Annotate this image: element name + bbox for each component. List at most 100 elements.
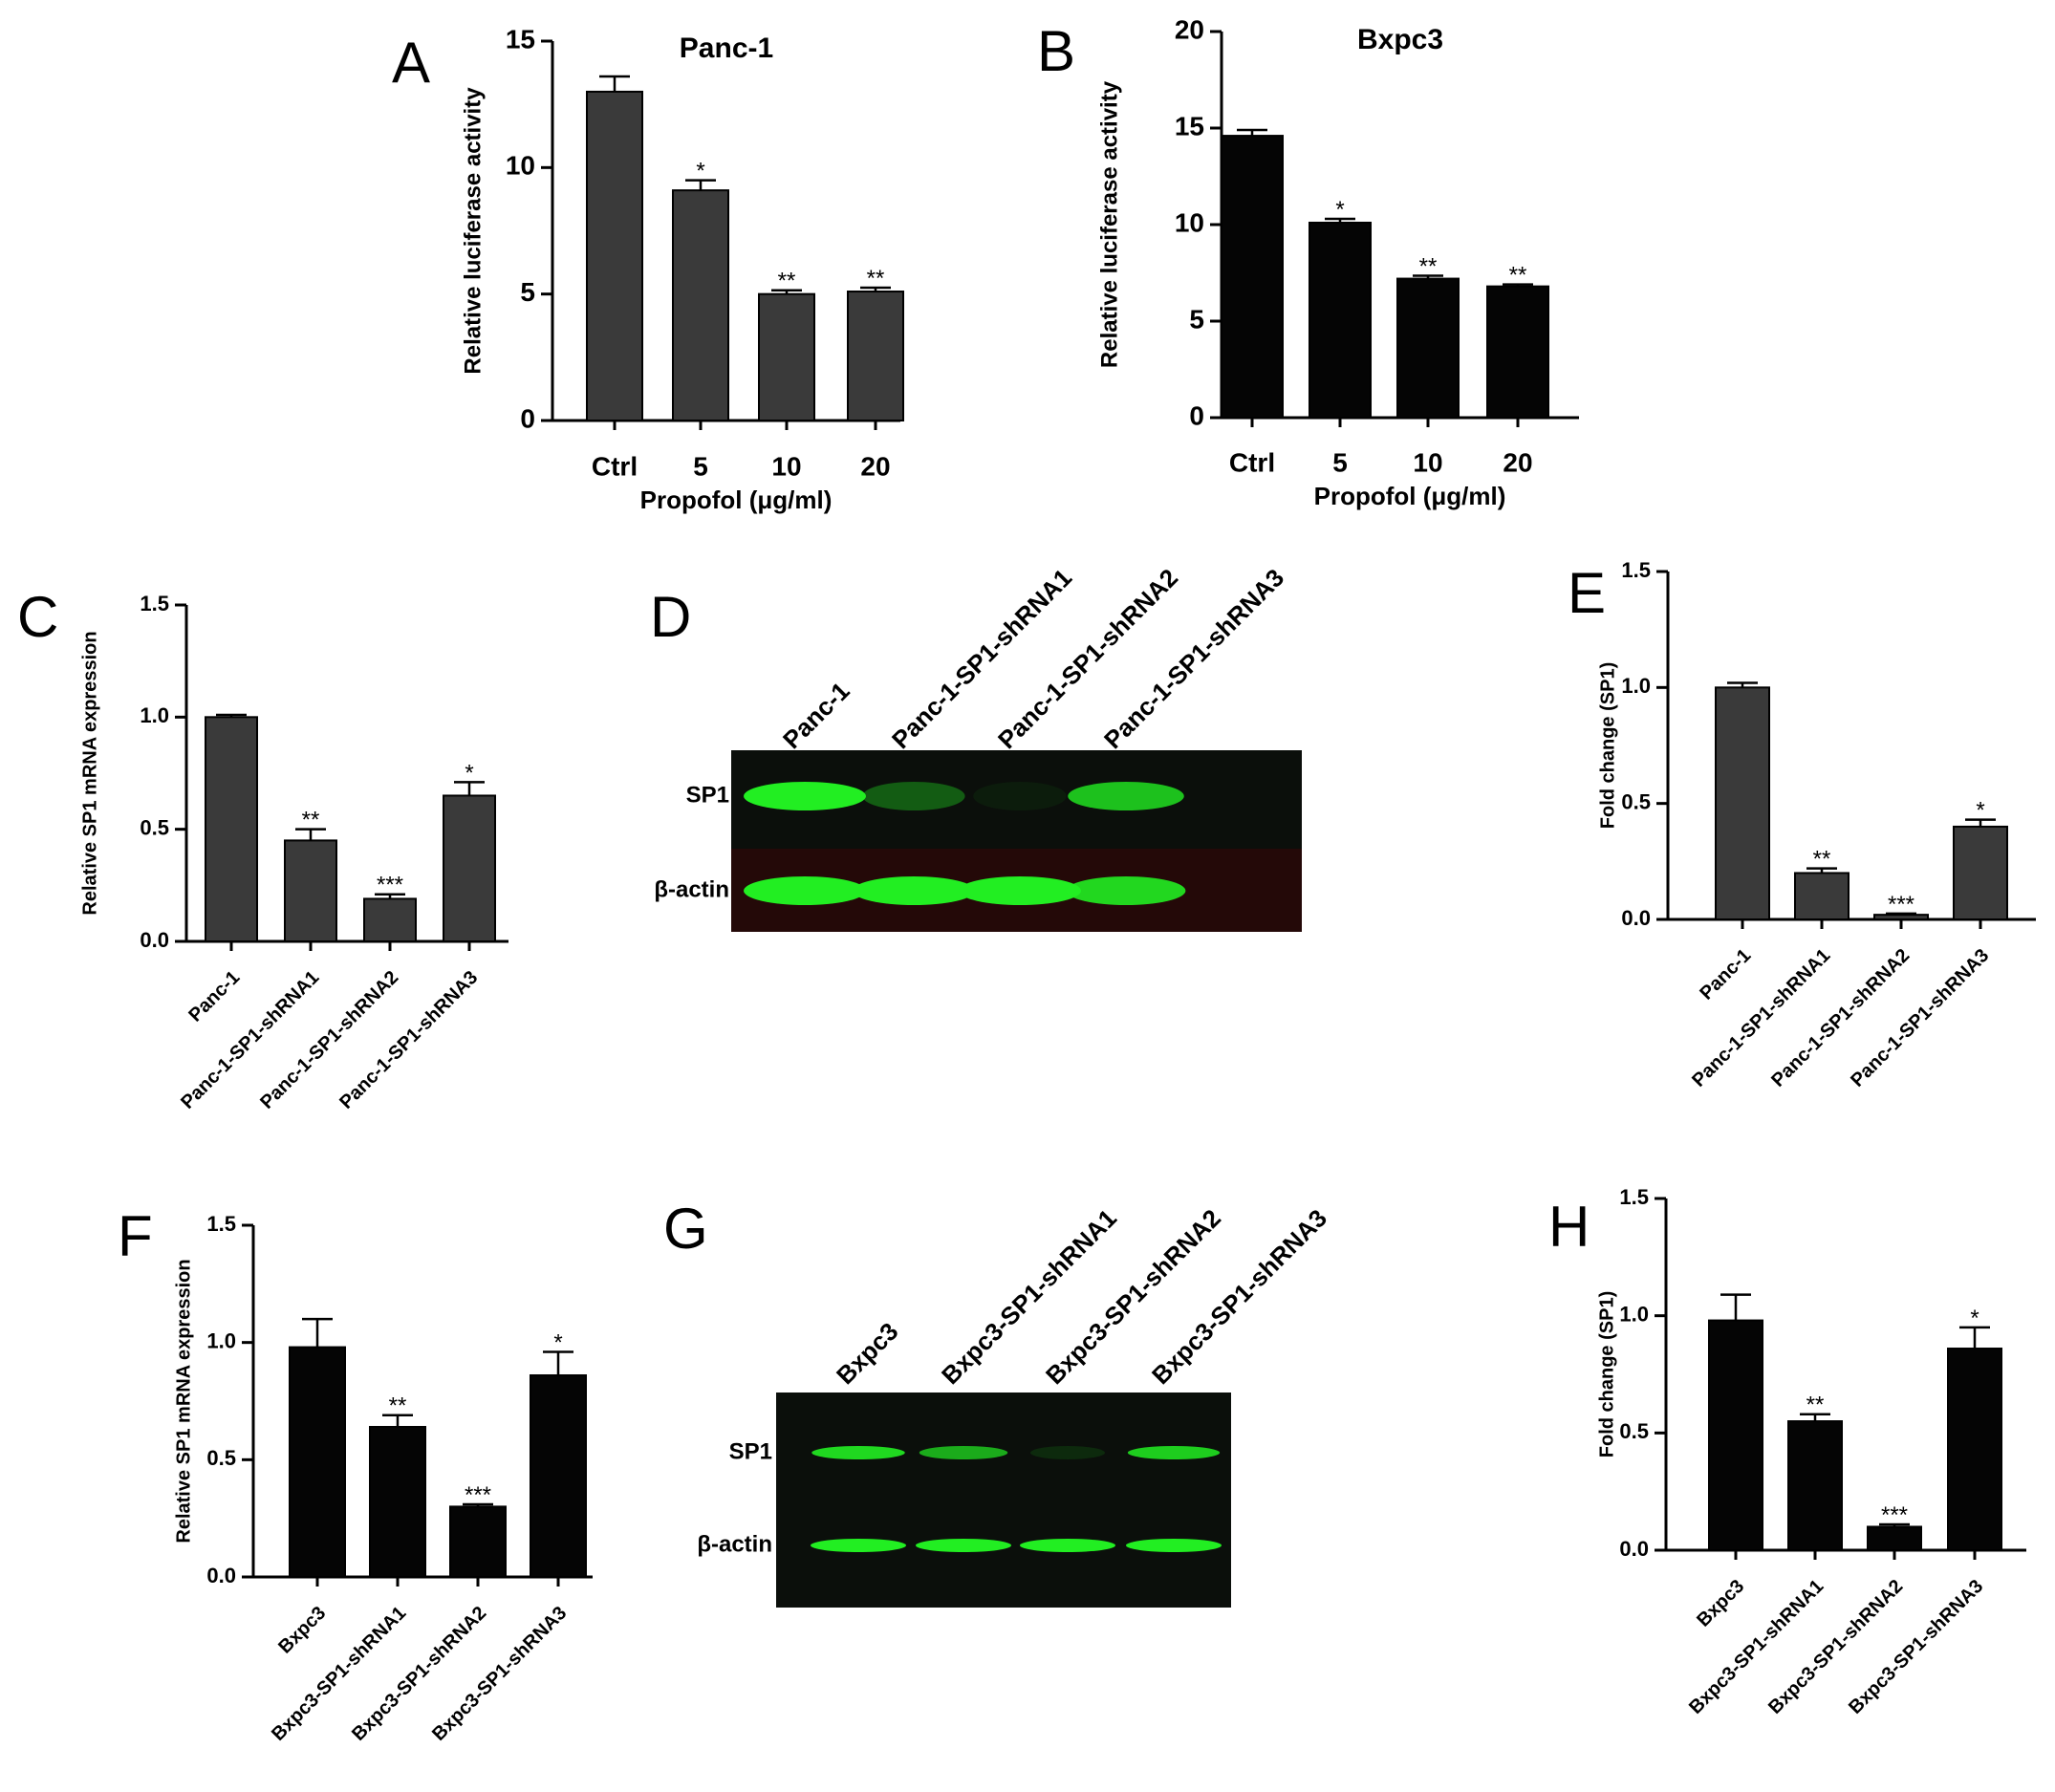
y-tick-label: 1.0 <box>1621 674 1651 698</box>
blot-band <box>853 876 975 905</box>
bar <box>363 897 417 942</box>
blot-band <box>919 1446 1008 1459</box>
x-axis-label: Propofol (μg/ml) <box>640 486 833 514</box>
lane-label: Panc-1 <box>777 677 855 755</box>
x-tick-label: Panc-1-SP1-shRNA2 <box>1767 945 1914 1091</box>
chart-panel-e: E 0.0 0.5 1.0 1.5 Fold change (SP1) Panc-1 ** Pa… <box>1568 558 2036 1091</box>
y-tick-label: 0 <box>1189 400 1204 430</box>
bar <box>1947 1348 2002 1551</box>
panel-letter: F <box>118 1204 153 1268</box>
lane-label: Bxpc3-SP1-shRNA3 <box>1146 1203 1332 1390</box>
y-tick-label: 0.5 <box>206 1446 236 1470</box>
chart-panel-h: H 0.0 0.5 1.0 1.5 Fold change (SP1) Bxpc3 ** Bxp… <box>1548 1185 2026 1718</box>
y-tick-label: 5 <box>520 277 535 307</box>
bar <box>1708 1319 1763 1552</box>
blot-band <box>811 1539 906 1552</box>
blot-band <box>744 876 866 905</box>
x-tick-label: Ctrl <box>592 451 638 481</box>
x-tick-label: Panc-1 <box>1696 945 1755 1004</box>
bar <box>758 292 815 421</box>
bar <box>284 839 337 943</box>
bar <box>449 1505 507 1579</box>
panel-letter: E <box>1568 561 1606 625</box>
y-tick-label: 0.5 <box>1619 1419 1649 1443</box>
x-axis-label: Propofol (μg/ml) <box>1314 482 1506 510</box>
y-axis-label: Relative SP1 mRNA expression <box>79 631 100 915</box>
x-tick-label: Bxpc3-SP1-shRNA2 <box>348 1603 490 1745</box>
x-tick-label: Ctrl <box>1229 447 1275 477</box>
y-tick-label: 0.5 <box>1621 789 1651 813</box>
x-tick-label: Bxpc3-SP1-shRNA3 <box>428 1603 571 1745</box>
row-label: SP1 <box>686 782 729 808</box>
bar <box>1396 277 1460 419</box>
significance-label: *** <box>377 873 403 898</box>
blot-background <box>776 1393 1231 1608</box>
y-axis-label: Relative SP1 mRNA expression <box>173 1259 194 1543</box>
blot-band <box>1126 1539 1222 1552</box>
y-axis-label: Fold change (SP1) <box>1597 662 1618 829</box>
bar <box>443 794 496 943</box>
x-tick-label: Panc-1-SP1-shRNA1 <box>177 967 323 1113</box>
bar <box>586 90 643 422</box>
blot-band <box>1127 1446 1221 1459</box>
bar <box>672 189 729 421</box>
x-tick-label: Panc-1-SP1-shRNA3 <box>335 967 482 1113</box>
y-tick-label: 1.0 <box>206 1328 236 1352</box>
blot-panel-g: G Bxpc3 Bxpc3-SP1-shRNA1Bxpc3-SP1-shRNA2Bx… <box>663 1197 1332 1608</box>
x-tick-label: 20 <box>860 451 890 481</box>
y-tick-label: 20 <box>1175 14 1204 44</box>
lane-label: Panc-1-SP1-shRNA1 <box>886 563 1077 754</box>
chart-title: Bxpc3 <box>1357 24 1443 55</box>
panel-letter: A <box>392 31 430 95</box>
bar <box>289 1346 346 1579</box>
y-tick-label: 5 <box>1189 304 1204 334</box>
bar <box>1221 135 1284 420</box>
significance-label: *** <box>465 1482 491 1508</box>
y-tick-label: 15 <box>1175 111 1204 140</box>
y-tick-label: 1.0 <box>1619 1302 1649 1326</box>
x-tick-label: 5 <box>1332 447 1348 477</box>
significance-label: ** <box>1813 847 1831 873</box>
blot-band <box>1030 1446 1105 1459</box>
significance-label: * <box>1976 798 1984 824</box>
significance-label: * <box>1970 1306 1979 1331</box>
y-axis-label: Relative luciferase activity <box>460 87 486 375</box>
significance-label: *** <box>1881 1502 1908 1528</box>
chart-panel-a: A 0 5 10 15 Relative luciferase activity Panc-… <box>392 24 904 514</box>
chart-title: Panc-1 <box>680 32 773 64</box>
blot-band <box>862 782 965 810</box>
y-tick-label: 10 <box>1175 207 1204 237</box>
x-tick-label: Bxpc3 <box>1693 1576 1748 1631</box>
x-tick-label: Bxpc3 <box>274 1603 330 1658</box>
y-tick-label: 0.0 <box>1621 906 1651 930</box>
row-label: β-actin <box>697 1531 772 1557</box>
significance-label: ** <box>778 269 796 294</box>
x-tick-label: Bxpc3-SP1-shRNA1 <box>1685 1576 1828 1718</box>
blot-band <box>1068 782 1184 810</box>
x-tick-label: Panc-1 <box>184 967 244 1026</box>
x-tick-label: Bxpc3-SP1-shRNA3 <box>1845 1576 1987 1718</box>
x-tick-label: 10 <box>771 451 801 481</box>
lane-label: Bxpc3-SP1-shRNA2 <box>1040 1203 1226 1390</box>
bar <box>530 1374 587 1578</box>
significance-label: ** <box>302 808 320 833</box>
bar <box>1867 1525 1922 1552</box>
y-axis-label: Fold change (SP1) <box>1596 1291 1617 1457</box>
significance-label: ** <box>867 266 885 291</box>
chart-panel-c: C 0.0 0.5 1.0 1.5 Relative SP1 mRNA expressio… <box>17 585 508 1113</box>
bar <box>1953 825 2008 921</box>
bar <box>1486 285 1549 420</box>
significance-label: ** <box>1509 263 1527 289</box>
bar <box>1715 686 1770 920</box>
significance-label: *** <box>1888 892 1914 918</box>
lane-label: Bxpc3 <box>831 1317 903 1390</box>
row-label: SP1 <box>729 1438 772 1464</box>
blot-band <box>744 782 866 810</box>
x-tick-label: Bxpc3-SP1-shRNA1 <box>268 1603 410 1745</box>
y-axis-label: Relative luciferase activity <box>1096 80 1122 368</box>
y-tick-label: 0.0 <box>140 928 169 952</box>
bar <box>205 716 258 942</box>
chart-panel-b: B 0 5 10 15 20 Relative luciferase activity Bxp… <box>1037 14 1579 510</box>
x-tick-label: Panc-1-SP1-shRNA2 <box>256 967 402 1113</box>
y-tick-label: 0.0 <box>206 1564 236 1587</box>
